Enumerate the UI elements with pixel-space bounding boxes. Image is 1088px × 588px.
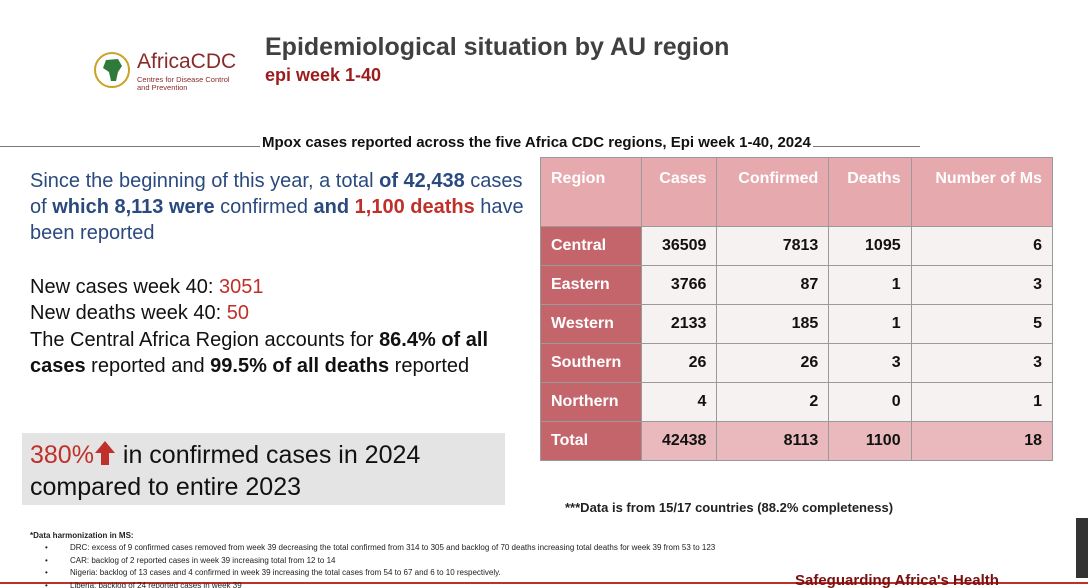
column-header: Confirmed — [716, 157, 830, 227]
subtitle: epi week 1-40 — [265, 65, 382, 85]
highlight-text: in confirmed cases in 2024 — [122, 441, 421, 469]
footer-line — [0, 582, 1088, 584]
highlight-figure: 380% — [30, 441, 94, 469]
table-caption: Mpox cases reported across the five Afri… — [260, 134, 813, 151]
table-cell: 7813 — [716, 226, 830, 266]
text-run: Since the beginning of this year, a tota… — [30, 170, 380, 192]
bullet: • — [45, 580, 48, 588]
summary-paragraph: The Central Africa Region accounts for 8… — [30, 327, 530, 379]
text-run: reported and — [85, 355, 211, 377]
corner-graphic — [1076, 518, 1088, 578]
column-header: Cases — [640, 157, 718, 227]
title: Epidemiological situation by AU region — [265, 33, 730, 61]
logo-tagline: Centres for Disease Control — [137, 75, 230, 84]
notes-heading: *Data harmonization in MS: — [30, 531, 134, 540]
table-cell: 26 — [716, 343, 830, 383]
table-row: Central 36509 7813 1095 6 — [540, 226, 1054, 266]
table-cell: 2133 — [640, 304, 718, 344]
text-run: and — [313, 196, 355, 218]
region-table: Region Cases Confirmed Deaths Number of Ms Ce… — [540, 157, 1054, 461]
bullet: • — [45, 555, 48, 565]
table-cell: Eastern — [540, 265, 642, 305]
text-run: 1,100 deaths — [354, 196, 475, 218]
text-run: confirmed — [214, 196, 314, 218]
logo-emblem — [94, 52, 130, 88]
table-cell: 3 — [910, 343, 1054, 383]
table-cell: 87 — [716, 265, 830, 305]
highlight-box: 380% in confirmed cases in 2024 compared… — [22, 433, 505, 505]
table-row: Total 42438 8113 1100 18 — [540, 421, 1054, 461]
column-header: Region — [540, 157, 642, 227]
table-cell: 18 — [910, 421, 1054, 461]
text-run: 99.5% of all deaths — [210, 355, 390, 377]
note-item: Liberia: backlog of 24 reported cases in… — [70, 580, 242, 588]
table-row: Southern 26 26 3 3 — [540, 343, 1054, 383]
table-cell: Northern — [540, 382, 642, 422]
logo-name: AfricaCDC — [137, 50, 237, 73]
table-cell: 4 — [640, 382, 718, 422]
bullet: • — [45, 568, 48, 577]
table-cell: 26 — [640, 343, 718, 383]
table-cell: 3766 — [640, 265, 718, 305]
table-cell: 1 — [910, 382, 1054, 422]
table-cell: 0 — [828, 382, 912, 422]
note-item: Nigeria: backlog of 13 cases and 4 confi… — [70, 568, 501, 577]
logo-tagline: and Prevention — [137, 83, 188, 92]
table-cell: 3 — [828, 343, 912, 383]
text-run: cases of — [30, 170, 523, 218]
table-cell: 2 — [716, 382, 830, 422]
summary-paragraph: Since the beginning of this year, a tota… — [30, 168, 530, 246]
table-cell: Central — [540, 226, 642, 266]
text-run: 50 — [226, 302, 250, 324]
highlight-text: compared to entire 2023 — [30, 473, 302, 501]
table-row: Northern 4 2 0 1 — [540, 382, 1054, 422]
text-run: reported — [389, 355, 470, 377]
source-note: ***Data is from 15/17 countries (88.2% c… — [565, 500, 894, 515]
note-item: DRC: excess of 9 confirmed cases removed… — [70, 543, 716, 552]
table-cell: 1 — [828, 265, 912, 305]
summary-paragraph: New cases week 40: 3051 — [30, 274, 530, 300]
table-cell: 42438 — [640, 421, 718, 461]
summary-paragraph: New deaths week 40: 50 — [30, 300, 530, 326]
header-row: Region Cases Confirmed Deaths Number of Ms — [540, 157, 1054, 227]
table-cell: 1 — [828, 304, 912, 344]
text-run: 86.4% of all cases — [30, 329, 488, 377]
table-cell: 6 — [910, 226, 1054, 266]
table-cell: Southern — [540, 343, 642, 383]
text-run: New cases week 40: — [30, 276, 219, 298]
bullet: • — [45, 543, 48, 552]
table-cell: 8113 — [716, 421, 830, 461]
table-cell: 1100 — [828, 421, 912, 461]
text-run: which 8,113 were — [52, 196, 215, 218]
column-header: Number of Ms — [910, 157, 1054, 227]
table-cell: 36509 — [640, 226, 718, 266]
table-row: Eastern 3766 87 1 3 — [540, 265, 1054, 305]
table-cell: 5 — [910, 304, 1054, 344]
text-run: 3051 — [218, 276, 264, 298]
footer: Safeguarding Africa's Health — [795, 572, 999, 588]
text-run: of 42,438 — [379, 170, 465, 192]
up-arrow — [94, 441, 115, 465]
table-cell: Western — [540, 304, 642, 344]
table-cell: 3 — [910, 265, 1054, 305]
table-cell: 185 — [716, 304, 830, 344]
table-row: Western 2133 185 1 5 — [540, 304, 1054, 344]
table-cell: 1095 — [828, 226, 912, 266]
text-run: have been reported — [30, 196, 524, 244]
note-item: CAR: backlog of 2 reported cases in week… — [70, 555, 336, 565]
text-run: The Central Africa Region accounts for — [30, 329, 380, 351]
text-run: New deaths week 40: — [30, 302, 227, 324]
table-cell: Total — [540, 421, 642, 461]
column-header: Deaths — [828, 157, 912, 227]
